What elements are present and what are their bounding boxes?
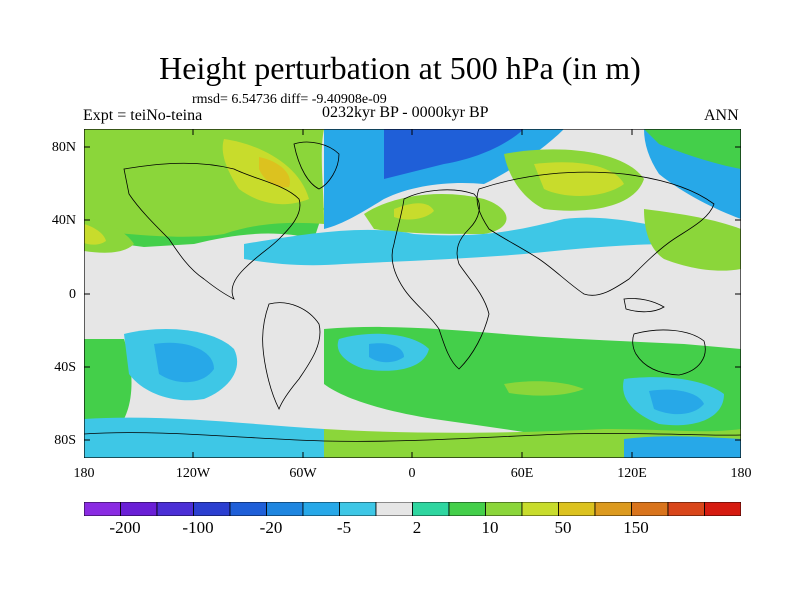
map-ticks (84, 129, 741, 458)
region-midlat-yellow-west (84, 224, 106, 245)
colorbar-label: 150 (623, 518, 649, 537)
region-south-blue-pacific-core (649, 389, 704, 415)
coastlines (84, 141, 741, 442)
colorbar-swatch (156, 502, 194, 516)
region-europe-core (394, 203, 434, 220)
colorbar-swatch (448, 502, 486, 516)
season-label: ANN (704, 107, 739, 124)
region-south-west-green (84, 339, 132, 419)
colorbar-swatch (521, 502, 559, 516)
colorbar-label: -5 (336, 518, 352, 537)
lon-label-180-east: 180 (730, 466, 752, 481)
colorbar-swatch (375, 502, 413, 516)
colorbar-swatch (266, 502, 304, 516)
coast-indonesia (623, 298, 665, 313)
coast-south-america (262, 302, 321, 410)
colorbar-label: -100 (182, 518, 214, 537)
coast-greenland (293, 141, 340, 190)
region-europe-positive (364, 194, 507, 234)
colorbar-label: 10 (481, 518, 499, 537)
colorbar (84, 502, 741, 516)
region-south-blue-atlantic-core (369, 343, 404, 363)
lon-label-60w: 60W (289, 466, 317, 481)
colorbar-swatch (631, 502, 669, 516)
colorbar-swatch (594, 502, 632, 516)
colorbar-swatch (193, 502, 231, 516)
lat-label-80n: 80N (51, 140, 76, 155)
colorbar-swatch (485, 502, 523, 516)
colorbar-swatch (339, 502, 377, 516)
colorbar-swatch (667, 502, 705, 516)
period-label: 0232kyr BP - 0000kyr BP (322, 104, 489, 121)
region-south-yellow (504, 381, 584, 396)
colorbar-swatch (704, 502, 741, 516)
coast-antarctica (84, 432, 741, 442)
lon-label-180-west: 180 (73, 466, 95, 481)
lat-label-80s: 80S (54, 433, 76, 448)
region-greenland-max (259, 157, 290, 188)
lon-label-60e: 60E (510, 466, 534, 481)
height-perturbation-map (84, 129, 741, 458)
colorbar-swatch (120, 502, 158, 516)
region-south-blue-west-core (154, 342, 214, 383)
coast-europe-africa (391, 189, 490, 370)
lat-label-40s: 40S (54, 360, 76, 375)
lon-label-0: 0 (408, 466, 416, 481)
region-siberia-core (534, 162, 624, 196)
rmsd-stats: rmsd= 6.54736 diff= -9.40908e-09 (192, 92, 387, 107)
region-antarctic-blue-east (624, 436, 741, 458)
lat-label-0: 0 (69, 287, 76, 302)
colorbar-swatch (302, 502, 340, 516)
region-antarctic-blue (84, 417, 324, 458)
region-north-deep-blue (384, 129, 524, 179)
colorbar-swatch (412, 502, 450, 516)
region-central-blue (244, 217, 674, 266)
coast-australia (632, 329, 706, 376)
colorbar-label: -20 (259, 518, 283, 537)
lon-label-120w: 120W (175, 466, 211, 481)
colorbar-label: 50 (554, 518, 572, 537)
experiment-label: Expt = teiNo-teina (83, 107, 203, 124)
region-northeast-green (644, 129, 741, 169)
colorbar-swatch (229, 502, 267, 516)
region-midlat-green-east (644, 209, 741, 271)
map-title: Height perturbation at 500 hPa (in m) (159, 50, 641, 86)
coast-asia (476, 171, 715, 296)
lat-label-40n: 40N (51, 213, 76, 228)
colorbar-swatch (84, 502, 121, 516)
coast-north-america (123, 162, 301, 300)
colorbar-label: 2 (412, 518, 422, 537)
colorbar-label: -200 (109, 518, 141, 537)
colorbar-swatch (558, 502, 596, 516)
lon-label-120e: 120E (617, 466, 647, 481)
